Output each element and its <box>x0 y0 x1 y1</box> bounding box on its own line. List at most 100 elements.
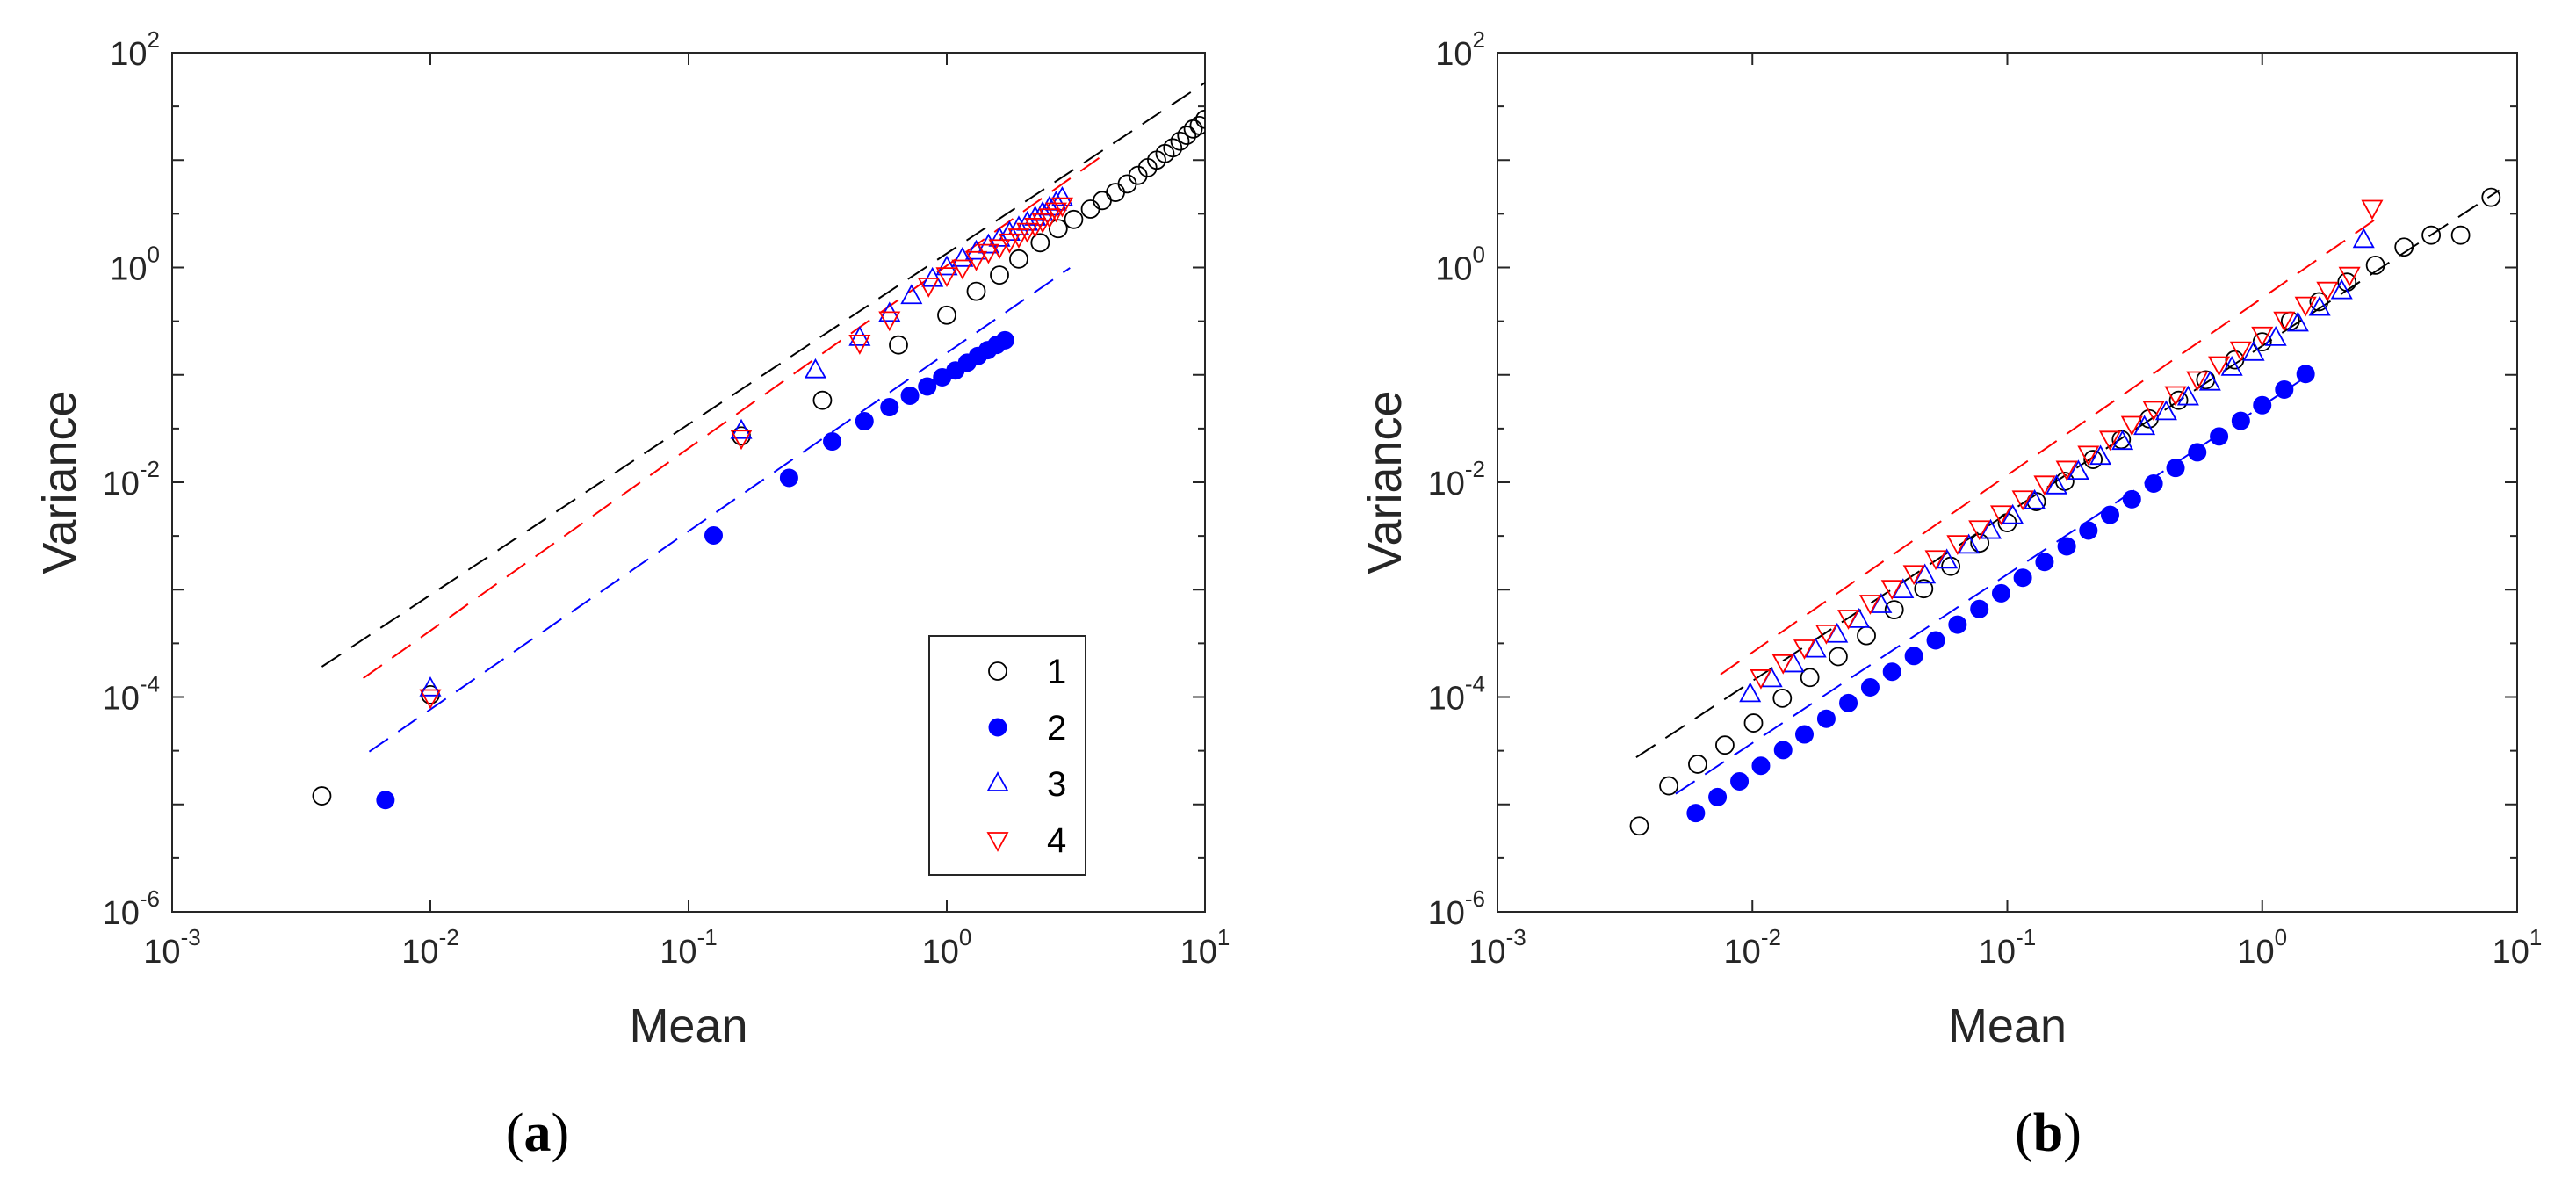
data-point <box>2210 427 2229 446</box>
data-point <box>2166 459 2185 478</box>
data-point <box>2057 537 2076 556</box>
x-tick-label: 101 <box>1180 924 1230 971</box>
legend-label-2: 2 <box>1047 709 1066 748</box>
data-point <box>376 791 395 810</box>
data-point <box>889 335 908 355</box>
panel-a: 10-3 10-2 10-1 100 101 10-6 10-4 10-2 100 102 Mean… <box>33 26 1230 1163</box>
data-point <box>419 689 442 710</box>
data-point <box>2220 356 2243 376</box>
data-point <box>1093 191 1112 211</box>
data-point <box>1170 131 1190 151</box>
data-point <box>2098 430 2122 452</box>
data-point <box>1177 126 1197 145</box>
data-point <box>2033 475 2056 496</box>
data-point <box>1979 518 2002 539</box>
series-2 <box>376 330 1014 810</box>
x-tick-label: 10-3 <box>1468 924 1526 971</box>
data-point <box>990 265 1009 285</box>
data-point <box>1771 654 1794 675</box>
data-point <box>1772 688 1793 708</box>
series-4 <box>1750 199 2384 690</box>
panel-caption: (a) <box>506 1103 569 1163</box>
data-point <box>2154 400 2177 421</box>
data-point <box>1031 200 1054 221</box>
data-point <box>1793 639 1816 660</box>
data-point <box>988 239 1011 260</box>
y-tick-label: 10-2 <box>103 456 160 502</box>
data-point <box>1064 209 1084 229</box>
data-point <box>988 226 1011 247</box>
data-point <box>918 377 937 396</box>
data-point <box>1009 249 1028 269</box>
series-2 <box>1686 365 2315 823</box>
data-point <box>1902 565 1925 586</box>
y-tick-label: 10-6 <box>1428 885 1485 932</box>
data-point <box>730 430 753 451</box>
data-point <box>804 358 826 379</box>
data-point <box>2308 295 2331 316</box>
data-point <box>2024 488 2046 509</box>
data-point <box>2101 505 2120 524</box>
tick-marks <box>1497 52 2518 913</box>
data-point <box>1839 693 1858 712</box>
data-point <box>1688 755 1707 774</box>
data-point <box>1050 185 1073 206</box>
data-point <box>1857 625 1876 646</box>
data-point <box>917 278 940 298</box>
data-point <box>2481 187 2501 207</box>
x-tick-label: 100 <box>922 924 972 971</box>
legend-label-4: 4 <box>1047 821 1066 860</box>
data-point <box>1914 579 1934 599</box>
data-point <box>1848 607 1871 628</box>
y-tick-label: 10-4 <box>103 671 160 718</box>
legend: 1 2 3 4 <box>928 635 1086 876</box>
data-point <box>2273 311 2296 332</box>
plot-area <box>312 81 1205 810</box>
fit-line-series-4 <box>1720 215 2381 676</box>
data-point <box>2229 341 2252 362</box>
fit-line-series-4 <box>363 155 1103 679</box>
tick-marks <box>171 52 1206 913</box>
data-point <box>1924 550 1947 571</box>
data-point <box>2013 568 2032 588</box>
data-point <box>1858 595 1881 615</box>
data-point <box>2144 473 2163 493</box>
data-point <box>704 525 723 545</box>
x-axis-label: Mean <box>629 1000 747 1052</box>
data-point <box>1970 533 1990 553</box>
x-axis-label: Mean <box>1948 1000 2067 1052</box>
data-point <box>1941 556 1961 576</box>
data-point <box>2122 489 2141 509</box>
data-point <box>2186 371 2209 392</box>
series-4 <box>419 197 1073 710</box>
data-point <box>848 335 871 355</box>
data-point <box>2083 450 2103 469</box>
data-point <box>1629 816 1649 836</box>
data-point <box>1708 787 1728 806</box>
data-point <box>2251 326 2274 347</box>
data-point <box>1773 741 1793 760</box>
data-point <box>2198 370 2221 391</box>
panel-b: 10-3 10-2 10-1 100 101 10-6 10-4 10-2 100 102 Mean… <box>1359 26 2542 1163</box>
data-point <box>1829 647 1848 667</box>
data-point <box>1739 682 1762 703</box>
fit-line-series-2 <box>368 267 1071 753</box>
data-point <box>1743 713 1764 733</box>
data-point <box>1948 615 1967 634</box>
y-tick-label: 10-6 <box>103 885 160 932</box>
y-tick-label: 102 <box>110 26 160 73</box>
series-1 <box>312 109 1205 806</box>
data-point <box>2365 256 2385 275</box>
data-point <box>900 284 923 305</box>
data-point <box>2394 237 2414 257</box>
data-point <box>1163 138 1183 158</box>
data-point <box>2111 430 2134 451</box>
x-tick-label: 10-3 <box>143 924 200 971</box>
data-point <box>1794 725 1814 744</box>
legend-marker-3 <box>986 771 1009 791</box>
legend-box <box>928 635 1086 876</box>
data-point <box>1024 206 1047 226</box>
data-point <box>1970 599 1989 618</box>
y-tick-label: 100 <box>110 242 160 288</box>
data-point <box>900 386 920 405</box>
